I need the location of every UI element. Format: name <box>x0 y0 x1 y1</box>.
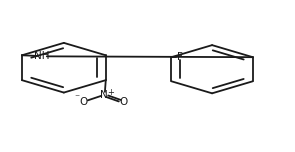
Text: F: F <box>177 52 183 62</box>
Text: N: N <box>100 90 108 100</box>
Text: O: O <box>79 97 87 107</box>
Text: NH: NH <box>34 51 50 61</box>
Text: +: + <box>107 88 114 97</box>
Text: ⁻: ⁻ <box>75 93 80 104</box>
Text: O: O <box>119 97 127 107</box>
